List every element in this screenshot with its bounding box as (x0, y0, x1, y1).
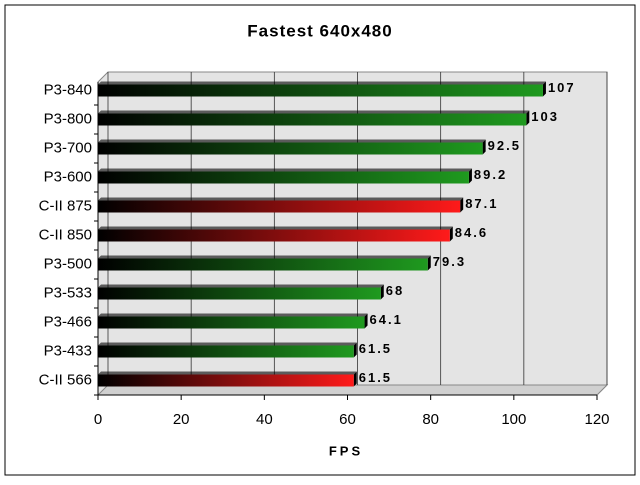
bar-end (427, 255, 431, 271)
bar-end (364, 313, 368, 329)
bar-end (468, 168, 472, 184)
y-tick-label: C-II 850 (39, 226, 92, 243)
y-tick-label: P3-800 (44, 110, 92, 127)
chart-title: Fastest 640x480 (247, 21, 392, 40)
bar-end (449, 226, 453, 242)
value-label: 61.5 (359, 341, 392, 356)
x-tick-label: 80 (422, 411, 439, 428)
value-label: 107 (548, 80, 576, 95)
x-tick-label: 60 (339, 411, 356, 428)
bar-top (98, 284, 384, 288)
y-tick-label: P3-500 (44, 255, 92, 272)
bar-end (380, 284, 384, 300)
y-tick-label: P3-466 (44, 313, 92, 330)
value-label: 64.1 (370, 312, 403, 327)
value-label: 103 (531, 109, 559, 124)
y-tick-label: P3-533 (44, 284, 92, 301)
value-label: 89.2 (474, 167, 507, 182)
x-tick-label: 20 (173, 411, 190, 428)
x-tick-label: 40 (256, 411, 273, 428)
bar (98, 84, 543, 97)
bar (98, 287, 381, 300)
bar-top (98, 197, 464, 201)
y-tick-label: C-II 566 (39, 371, 92, 388)
bar (98, 258, 428, 271)
bar-end (460, 197, 464, 213)
bar (98, 171, 469, 184)
bar-top (98, 226, 453, 230)
bar-end (542, 81, 546, 97)
bar (98, 229, 450, 242)
bar-top (98, 168, 472, 172)
value-label: 84.6 (455, 225, 488, 240)
bar (98, 345, 354, 358)
y-tick-label: P3-433 (44, 342, 92, 359)
y-tick-label: C-II 875 (39, 197, 92, 214)
bar-end (482, 139, 486, 155)
bar (98, 374, 354, 387)
value-label: 87.1 (465, 196, 498, 211)
bar (98, 316, 365, 329)
bar-top (98, 313, 368, 317)
y-tick-label: P3-840 (44, 81, 92, 98)
value-label: 68 (386, 283, 404, 298)
bar-end (353, 371, 357, 387)
x-tick-label: 120 (584, 411, 609, 428)
bar-top (98, 371, 357, 375)
value-label: 92.5 (488, 138, 521, 153)
value-label: 79.3 (433, 254, 466, 269)
y-tick-label: P3-600 (44, 168, 92, 185)
x-axis-label: FPS (329, 443, 363, 458)
bar (98, 113, 527, 126)
bar (98, 200, 461, 213)
x-tick-label: 0 (94, 411, 102, 428)
value-label: 61.5 (359, 370, 392, 385)
y-tick-label: P3-700 (44, 139, 92, 156)
bar-top (98, 81, 546, 85)
bar-top (98, 139, 486, 143)
bar-top (98, 255, 431, 259)
bar-end (526, 110, 530, 126)
bar-end (353, 342, 357, 358)
bar-top (98, 342, 357, 346)
bar-top (98, 110, 530, 114)
bar (98, 142, 483, 155)
x-tick-label: 100 (501, 411, 526, 428)
